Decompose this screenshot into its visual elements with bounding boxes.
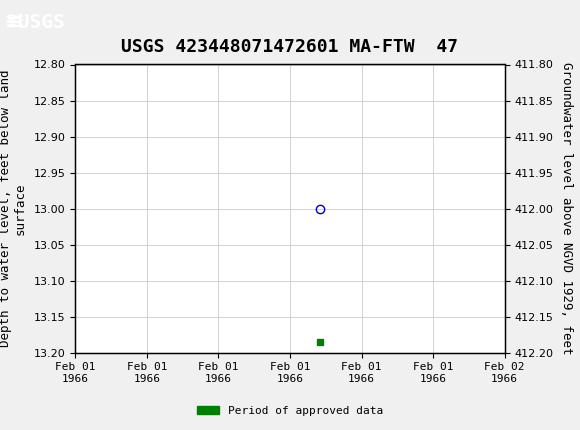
- Text: ≋: ≋: [3, 11, 24, 34]
- Legend: Period of approved data: Period of approved data: [193, 401, 387, 420]
- Text: USGS 423448071472601 MA-FTW  47: USGS 423448071472601 MA-FTW 47: [121, 38, 459, 56]
- Y-axis label: Groundwater level above NGVD 1929, feet: Groundwater level above NGVD 1929, feet: [560, 62, 573, 355]
- Y-axis label: Depth to water level, feet below land
surface: Depth to water level, feet below land su…: [0, 70, 27, 347]
- Text: ≡USGS: ≡USGS: [6, 13, 64, 32]
